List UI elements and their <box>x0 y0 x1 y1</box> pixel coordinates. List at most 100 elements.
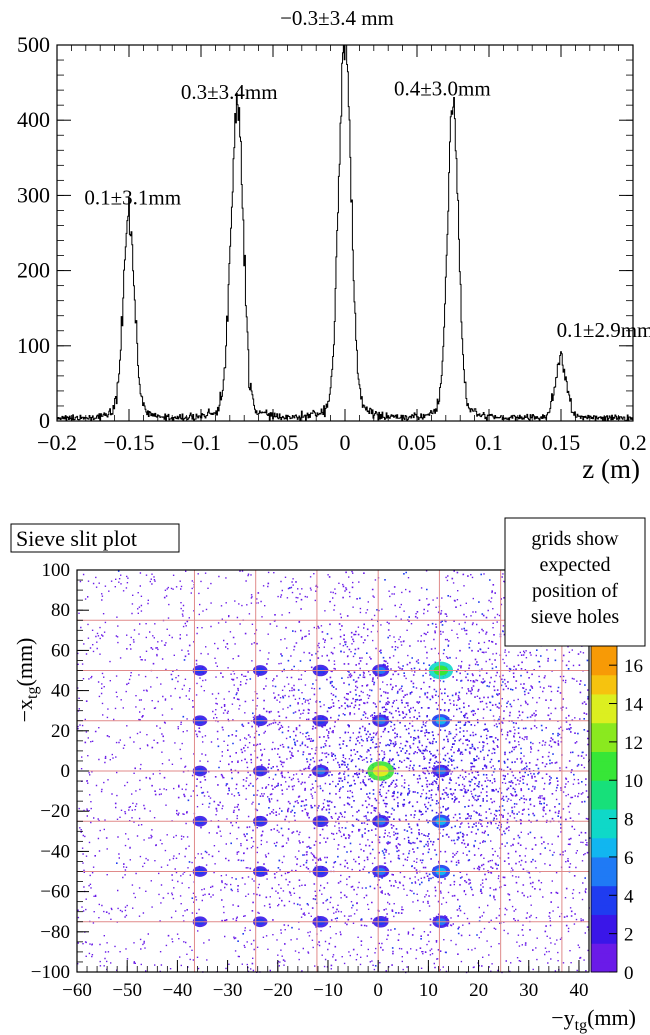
y-tick-label: 400 <box>17 107 50 132</box>
y-tick-label: 300 <box>17 182 50 207</box>
colorbar-tick-label: 0 <box>624 963 634 984</box>
x-tick-label: −30 <box>213 980 243 1001</box>
sieve-y-axis-label-sub: tg <box>24 687 41 699</box>
colorbar-segment <box>591 828 617 839</box>
colorbar-tick-label: 14 <box>624 695 644 716</box>
grid-note-line-2: expected <box>539 554 610 576</box>
y-tick-label: −40 <box>40 841 70 862</box>
colorbar-segment <box>591 847 617 858</box>
sieve-plot-x-tick-labels: −60 −50 −40 −30 −20 −10 0 10 20 30 40 <box>62 980 588 1001</box>
z-histogram: −0.3±3.4 mm −0.2 −0.15 −0.1 −0.05 0 0.05 0.1 0.… <box>17 6 650 484</box>
colorbar-tick-label: 12 <box>624 733 643 754</box>
x-tick-label: 20 <box>469 980 488 1001</box>
colorbar-segment <box>591 693 617 705</box>
y-tick-label: 200 <box>17 258 50 283</box>
y-tick-label: −80 <box>40 922 70 943</box>
y-tick-label: 80 <box>51 600 70 621</box>
colorbar-tick-label: 4 <box>624 886 634 907</box>
colorbar-segment <box>591 904 617 915</box>
colorbar-segment <box>591 665 617 676</box>
colorbar-segment <box>591 722 617 733</box>
sieve-plot-title: Sieve slit plot <box>16 526 137 551</box>
colorbar-segment <box>591 837 617 848</box>
y-tick-label: −60 <box>40 882 70 903</box>
colorbar-segment <box>591 684 617 695</box>
colorbar-segment <box>591 866 617 877</box>
x-tick-label: 0.05 <box>398 430 437 455</box>
colorbar-segment <box>591 732 617 743</box>
colorbar-segment <box>591 789 617 800</box>
z-histogram-y-tick-labels: 0 100 200 300 400 500 <box>17 32 50 433</box>
colorbar-segment <box>591 876 617 887</box>
sieve-x-axis-label-sub: tg <box>575 1017 587 1034</box>
y-tick-label: 100 <box>42 560 71 581</box>
colorbar-segment <box>591 809 617 820</box>
x-tick-label: −0.1 <box>181 430 221 455</box>
grid-note-line-1: grids show <box>531 528 619 550</box>
scatter-points-dense <box>319 701 517 845</box>
sieve-plot-scatter <box>77 570 591 974</box>
peak-annotation: 0.4±3.0mm <box>394 76 491 100</box>
z-histogram-frame <box>56 44 634 422</box>
grid-note-box <box>504 517 646 647</box>
colorbar-segment <box>591 818 617 829</box>
y-tick-label: 40 <box>51 681 70 702</box>
colorbar-segment <box>591 761 617 772</box>
colorbar-tick-label: 8 <box>624 810 634 831</box>
sieve-plot-y-tick-labels: −100 −80 −60 −40 −20 0 20 40 60 80 100 <box>31 560 70 983</box>
y-tick-label: 0 <box>39 408 50 433</box>
colorbar-segment <box>591 962 617 973</box>
x-tick-label: −50 <box>112 980 142 1001</box>
colorbar-segment <box>591 655 617 666</box>
z-histogram-annotations: 0.1±3.1mm 0.3±3.4mm 0.4±3.0mm 0.1±2.9mm <box>84 76 650 341</box>
sieve-title-box <box>10 523 180 553</box>
y-tick-label: 0 <box>61 761 71 782</box>
y-tick-label: 20 <box>51 721 70 742</box>
colorbar-segment <box>591 703 617 714</box>
colorbar-tick-label: 6 <box>624 848 634 869</box>
x-tick-label: 40 <box>569 980 588 1001</box>
sieve-x-axis-label-main: −y <box>551 1005 574 1030</box>
x-tick-label: 0 <box>373 980 383 1001</box>
y-tick-label: 60 <box>51 640 70 661</box>
sieve-plot: −60 −50 −40 −30 −20 −10 0 10 20 30 40 −100−80−60−4… <box>10 517 646 1034</box>
z-histogram-series-line <box>57 44 633 422</box>
colorbar <box>590 645 618 973</box>
z-histogram-x-tick-labels: −0.2 −0.15 −0.1 −0.05 0 0.05 0.1 0.15 0.2 <box>37 430 647 455</box>
colorbar-segment <box>591 799 617 810</box>
colorbar-tick-labels: 0 2 4 6 8 10 12 14 16 <box>609 656 644 984</box>
colorbar-segment <box>591 770 617 781</box>
sieve-plot-ticks <box>76 569 590 973</box>
colorbar-segment <box>591 952 617 963</box>
x-tick-label: −10 <box>313 980 343 1001</box>
y-tick-label: −100 <box>31 962 70 983</box>
x-tick-label: −0.15 <box>104 430 155 455</box>
grid-note-line-3: position of <box>532 580 618 602</box>
y-tick-label: −20 <box>40 801 70 822</box>
x-tick-label: −60 <box>62 980 92 1001</box>
colorbar-segment <box>591 713 617 724</box>
grid-note-line-4: sieve holes <box>531 606 620 628</box>
colorbar-segment <box>591 895 617 906</box>
x-tick-label: −0.05 <box>248 430 299 455</box>
y-tick-label: 100 <box>17 333 50 358</box>
y-tick-label: 500 <box>17 32 50 57</box>
x-tick-label: 0.2 <box>619 430 647 455</box>
colorbar-segment <box>591 751 617 762</box>
colorbar-segment <box>591 674 617 685</box>
x-tick-label: 0 <box>340 430 351 455</box>
x-tick-label: 10 <box>419 980 438 1001</box>
z-histogram-ticks <box>56 44 634 422</box>
colorbar-segment <box>591 885 617 896</box>
colorbar-segment <box>591 943 617 954</box>
sieve-y-axis-label: −xtg(mm) <box>12 638 41 723</box>
colorbar-segment <box>591 646 617 657</box>
z-histogram-x-axis-label: z (m) <box>582 454 640 484</box>
peak-annotation: 0.1±2.9mm <box>557 318 650 342</box>
colorbar-segment <box>591 924 617 935</box>
x-tick-label: −0.2 <box>37 430 77 455</box>
x-tick-label: 0.15 <box>542 430 581 455</box>
colorbar-tick-label: 10 <box>624 771 643 792</box>
x-tick-label: 30 <box>519 980 538 1001</box>
